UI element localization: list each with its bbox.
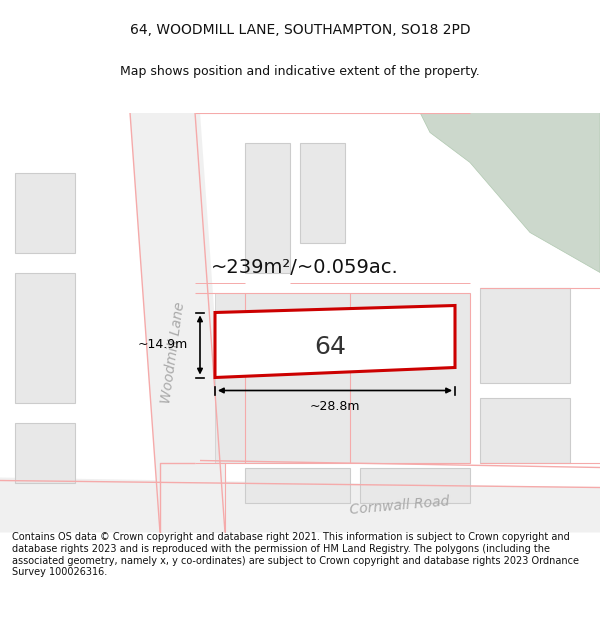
Polygon shape [215, 292, 470, 462]
Polygon shape [480, 288, 570, 382]
Text: 64, WOODMILL LANE, SOUTHAMPTON, SO18 2PD: 64, WOODMILL LANE, SOUTHAMPTON, SO18 2PD [130, 22, 470, 36]
Polygon shape [0, 478, 600, 532]
Polygon shape [480, 398, 570, 462]
Polygon shape [15, 173, 75, 253]
Text: Cornwall Road: Cornwall Road [350, 494, 451, 517]
Polygon shape [245, 142, 290, 272]
Polygon shape [15, 272, 75, 402]
Polygon shape [215, 306, 455, 378]
Text: Contains OS data © Crown copyright and database right 2021. This information is : Contains OS data © Crown copyright and d… [12, 532, 579, 578]
Text: ~28.8m: ~28.8m [310, 400, 360, 413]
Polygon shape [245, 468, 350, 502]
Polygon shape [360, 468, 470, 502]
Text: Map shows position and indicative extent of the property.: Map shows position and indicative extent… [120, 65, 480, 78]
Text: ~14.9m: ~14.9m [138, 339, 188, 351]
Text: ~239m²/~0.059ac.: ~239m²/~0.059ac. [211, 258, 399, 277]
Text: Woodmill Lane: Woodmill Lane [159, 301, 187, 404]
Text: 64: 64 [314, 336, 346, 359]
Polygon shape [300, 142, 345, 242]
Polygon shape [15, 422, 75, 482]
Polygon shape [130, 112, 230, 532]
Polygon shape [420, 112, 600, 272]
